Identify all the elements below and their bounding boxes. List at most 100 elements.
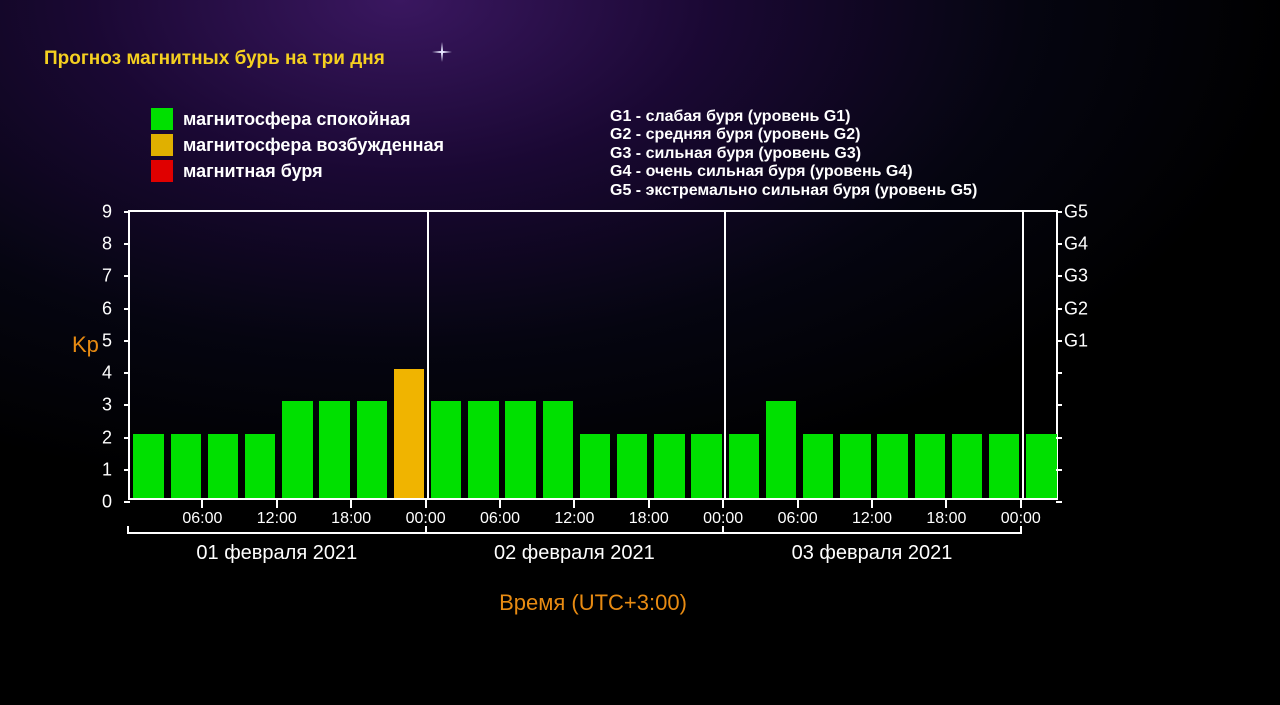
legend-right-line: G4 - очень сильная буря (уровень G4) (610, 163, 977, 181)
x-tick-mark (722, 500, 724, 508)
x-tick-mark (945, 500, 947, 508)
day-axis-tick (1020, 526, 1022, 534)
day-axis-tick (722, 526, 724, 534)
y-tick-label: 5 (102, 330, 112, 351)
day-axis-label: 03 февраля 2021 (792, 542, 953, 565)
legend-swatch (151, 108, 173, 130)
chart-bar (208, 434, 239, 498)
chart-bar (915, 434, 946, 498)
x-tick-mark (573, 500, 575, 508)
y-tick-mark-right (1056, 404, 1062, 406)
y-tick-mark-right (1056, 275, 1062, 277)
x-axis-days: 01 февраля 2021 02 февраля 2021 03 февраля… (128, 532, 1058, 576)
x-tick-mark (201, 500, 203, 508)
x-tick-mark (350, 500, 352, 508)
legend-right: G1 - слабая буря (уровень G1)G2 - средня… (610, 108, 977, 200)
x-tick-mark (797, 500, 799, 508)
chart-bar (729, 434, 760, 498)
day-axis-line (128, 532, 426, 534)
y-tick-mark (124, 340, 130, 342)
g-level-label: G1 (1064, 330, 1088, 351)
y-tick-mark (124, 469, 130, 471)
chart-bar (133, 434, 164, 498)
legend-label: магнитная буря (183, 161, 323, 182)
y-tick-mark (124, 404, 130, 406)
day-axis-tick (425, 526, 427, 534)
y-tick-mark (124, 437, 130, 439)
page-title: Прогноз магнитных бурь на три дня (44, 48, 385, 70)
y-tick-mark (124, 211, 130, 213)
chart-bar (617, 434, 648, 498)
y-tick-mark-right (1056, 340, 1062, 342)
legend-label: магнитосфера возбужденная (183, 135, 444, 156)
day-divider (427, 212, 429, 498)
chart-bar (171, 434, 202, 498)
chart-bar (319, 401, 350, 498)
x-axis-time-ticks: 06:0012:0018:0000:0006:0012:0018:0000:00… (128, 500, 1058, 528)
y-axis-label: Kp (72, 332, 99, 358)
y-tick-label: 9 (102, 202, 112, 223)
chart-bar (245, 434, 276, 498)
chart-bar (282, 401, 313, 498)
y-tick-mark-right (1056, 308, 1062, 310)
x-tick-label: 12:00 (554, 510, 594, 528)
g-level-label: G4 (1064, 234, 1088, 255)
y-tick-mark (124, 372, 130, 374)
x-tick-label: 12:00 (852, 510, 892, 528)
day-axis-label: 02 февраля 2021 (494, 542, 655, 565)
chart-bar (543, 401, 574, 498)
x-tick-mark (425, 500, 427, 508)
chart-bar (989, 434, 1020, 498)
legend-right-line: G2 - средняя буря (уровень G2) (610, 126, 977, 144)
chart-bar (394, 369, 425, 498)
legend-swatch (151, 134, 173, 156)
x-tick-mark (871, 500, 873, 508)
y-tick-mark (124, 308, 130, 310)
y-tick-label: 1 (102, 459, 112, 480)
x-tick-label: 18:00 (926, 510, 966, 528)
x-tick-mark (1020, 500, 1022, 508)
x-tick-mark (648, 500, 650, 508)
day-divider (1022, 212, 1024, 498)
day-axis-label: 01 февраля 2021 (196, 542, 357, 565)
y-tick-mark-right (1056, 372, 1062, 374)
chart-bars (130, 212, 1056, 498)
y-tick-label: 8 (102, 234, 112, 255)
y-tick-mark (124, 275, 130, 277)
x-tick-label: 12:00 (257, 510, 297, 528)
g-level-label: G5 (1064, 202, 1088, 223)
y-tick-mark-right (1056, 243, 1062, 245)
chart-bar (1026, 434, 1057, 498)
legend-item: магнитная буря (151, 160, 444, 182)
day-divider (724, 212, 726, 498)
x-tick-label: 06:00 (778, 510, 818, 528)
day-axis-line (723, 532, 1021, 534)
chart-bar (877, 434, 908, 498)
day-axis-tick (127, 526, 129, 534)
y-tick-mark-right (1056, 469, 1062, 471)
y-tick-label: 4 (102, 363, 112, 384)
y-tick-mark (124, 243, 130, 245)
chart-bar (468, 401, 499, 498)
x-tick-label: 18:00 (331, 510, 371, 528)
y-tick-mark-right (1056, 437, 1062, 439)
y-tick-mark-right (1056, 211, 1062, 213)
chart-bar (840, 434, 871, 498)
legend-right-line: G1 - слабая буря (уровень G1) (610, 108, 977, 126)
chart-bar (803, 434, 834, 498)
legend-right-line: G3 - сильная буря (уровень G3) (610, 145, 977, 163)
chart-bar (431, 401, 462, 498)
chart-bar (952, 434, 983, 498)
legend-item: магнитосфера спокойная (151, 108, 444, 130)
x-tick-mark (499, 500, 501, 508)
legend-label: магнитосфера спокойная (183, 109, 411, 130)
day-axis-line (426, 532, 724, 534)
x-tick-label: 06:00 (182, 510, 222, 528)
x-tick-label: 06:00 (480, 510, 520, 528)
x-tick-label: 18:00 (629, 510, 669, 528)
chart-bar (654, 434, 685, 498)
chart-bar (691, 434, 722, 498)
legend-item: магнитосфера возбужденная (151, 134, 444, 156)
x-tick-mark (276, 500, 278, 508)
chart-bar (357, 401, 388, 498)
